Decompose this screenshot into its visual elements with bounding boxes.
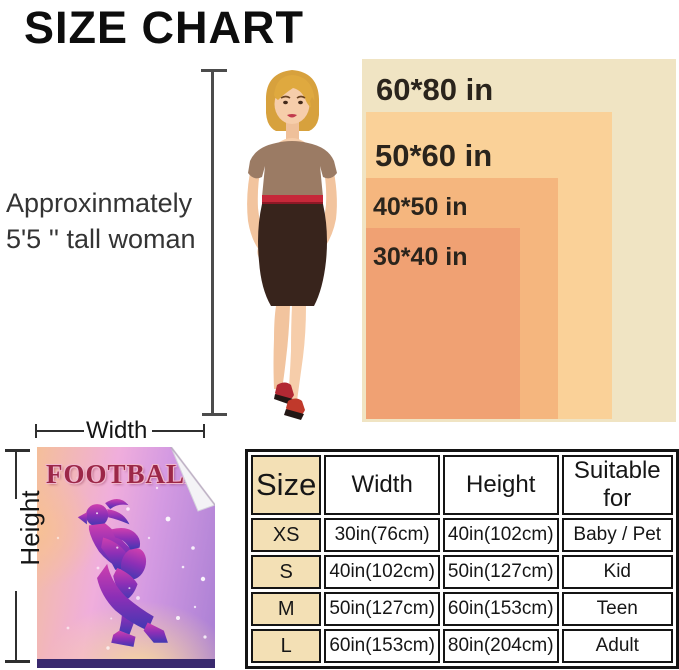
woman-hair-lock [308, 97, 317, 125]
woman-eye-right [298, 100, 303, 105]
cell-height-l: 80in(204cm) [442, 629, 559, 663]
woman-eye-left [283, 100, 288, 105]
blanket-folded-corner [170, 447, 215, 512]
player-front-thigh [113, 567, 138, 601]
player-football [120, 547, 147, 580]
cell-width-xs: 30in(76cm) [324, 518, 440, 552]
measure-line [211, 70, 214, 416]
width-label: Width [86, 417, 148, 444]
cell-suitable-xs: Baby / Pet [561, 518, 673, 552]
woman-lips [287, 114, 297, 118]
size-box-label-40x50: 40*50 in [373, 193, 468, 221]
woman-illustration [247, 70, 337, 420]
player-back-cleat [143, 622, 168, 643]
table-row-xs: XS 30in(76cm) 40in(102cm) Baby / Pet [251, 518, 673, 552]
cell-width-s: 40in(102cm) [324, 555, 440, 589]
table-row-s: S 40in(102cm) 50in(127cm) Kid [251, 555, 673, 589]
page-title: SIZE CHART [24, 2, 304, 53]
woman-hair-fringe [274, 75, 315, 109]
size-box-label-60x80: 60*80 in [376, 72, 494, 107]
woman-figure [247, 70, 337, 420]
height-label: Height [15, 490, 45, 566]
table-header-row: Size Width Height Suitable for [251, 455, 673, 515]
size-box-label-30x40: 30*40 in [373, 243, 468, 271]
header-suitable-for: Suitable for [561, 455, 673, 515]
height-arrow-end-bottom [5, 660, 30, 663]
cell-height-xs: 40in(102cm) [442, 518, 559, 552]
cell-width-m: 50in(127cm) [324, 592, 440, 626]
cell-size-l: L [251, 629, 322, 663]
table-row-l: L 60in(153cm) 80in(204cm) Adult [251, 629, 673, 663]
football-player-silhouette [77, 498, 168, 647]
woman-arm-left [247, 163, 267, 252]
height-note-line1: Approxinmately [6, 188, 193, 218]
woman-leg-right [288, 306, 306, 401]
cell-suitable-s: Kid [561, 555, 673, 589]
height-arrow-line-top [15, 452, 17, 499]
width-arrow-line-right [152, 430, 204, 432]
size-box-30x40 [366, 228, 520, 419]
height-arrow-end-top [5, 449, 30, 452]
measure-line-top-cap [201, 69, 227, 72]
size-table: Size Width Height Suitable for XS 30in(7… [245, 449, 679, 669]
header-size: Size [251, 455, 322, 515]
cell-width-l: 60in(153cm) [324, 629, 440, 663]
size-box-label-50x60: 50*60 in [375, 138, 493, 173]
woman-top [248, 141, 337, 197]
woman-skirt [258, 204, 327, 306]
player-facemask [77, 512, 87, 525]
header-width: Width [324, 455, 440, 515]
blanket-thumbnail: FOOTBALL [37, 447, 215, 668]
woman-arm-right [317, 163, 337, 249]
player-back-leg [97, 563, 154, 631]
fold-flap [170, 447, 215, 512]
woman-eyebrow-left [280, 95, 291, 99]
cell-size-s: S [251, 555, 322, 589]
player-back-arm [111, 528, 141, 550]
table-row-m: M 50in(127cm) 60in(153cm) Teen [251, 592, 673, 626]
blanket-print-text: FOOTBALL [46, 459, 205, 489]
blanket-bottom-strip [37, 659, 215, 668]
header-height: Height [442, 455, 559, 515]
cell-suitable-l: Adult [561, 629, 673, 663]
player-head [85, 504, 109, 527]
width-arrow-end-right [203, 424, 205, 438]
measure-line-bottom-cap [202, 413, 227, 416]
player-ponytail-tail [107, 509, 130, 525]
width-arrow-end-left [35, 424, 37, 438]
height-note-line2: 5'5 '' tall woman [6, 223, 196, 254]
woman-shoe-front-sole [284, 409, 304, 420]
player-front-cleat [111, 630, 136, 647]
width-arrow-line-left [36, 430, 84, 432]
cell-suitable-m: Teen [561, 592, 673, 626]
woman-belt [262, 195, 323, 204]
woman-eyebrow-right [296, 95, 306, 99]
cell-size-m: M [251, 592, 322, 626]
cell-size-xs: XS [251, 518, 322, 552]
cell-height-m: 60in(153cm) [442, 592, 559, 626]
height-arrow-line-bottom [15, 591, 17, 660]
player-ponytail [105, 498, 129, 510]
woman-belt-shadow [262, 202, 323, 205]
cell-height-s: 50in(127cm) [442, 555, 559, 589]
height-note: Approxinmately 5'5 '' tall woman [6, 186, 196, 257]
woman-leg-left [273, 306, 290, 389]
